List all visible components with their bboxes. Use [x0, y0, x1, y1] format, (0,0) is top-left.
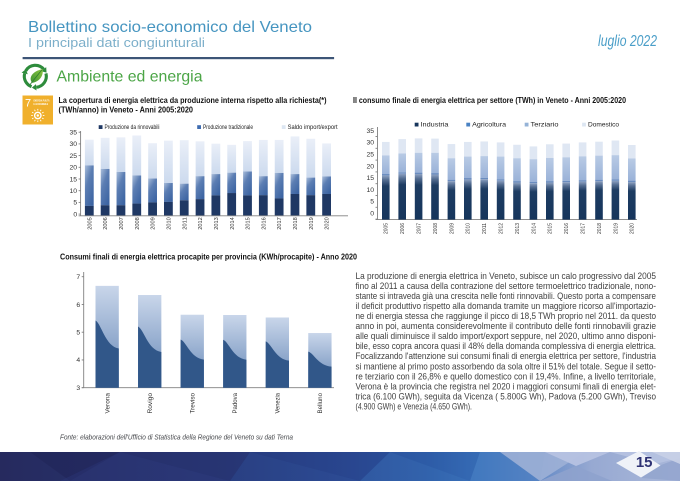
svg-text:25: 25 [70, 153, 78, 160]
svg-text:25: 25 [366, 152, 374, 159]
svg-text:6: 6 [76, 302, 80, 309]
svg-text:si mantiene al primo posto ass: si mantiene al primo posto assorbendo da… [356, 361, 657, 372]
svg-text:re terziario con il 26,8% e qu: re terziario con il 26,8% e quello domes… [356, 371, 657, 382]
svg-text:Produzione da rinnovabili: Produzione da rinnovabili [105, 124, 160, 131]
svg-text:2007: 2007 [417, 223, 423, 234]
svg-text:2020: 2020 [630, 223, 636, 234]
svg-text:Bollettino socio-economico del: Bollettino socio-economico del Veneto [28, 19, 312, 36]
svg-text:35: 35 [70, 130, 78, 137]
svg-text:2019: 2019 [309, 217, 315, 230]
svg-text:2008: 2008 [135, 217, 141, 230]
svg-text:Industria: Industria [421, 121, 450, 128]
svg-text:2005: 2005 [87, 217, 93, 230]
svg-text:2013: 2013 [515, 223, 521, 234]
svg-text:2009: 2009 [151, 217, 157, 230]
svg-text:10: 10 [70, 188, 78, 195]
svg-text:anno in poi, aumenta considere: anno in poi, aumenta considerevolmente i… [356, 321, 657, 332]
svg-text:alle quali diminuisce il saldo: alle quali diminuisce il saldo import/ex… [356, 331, 657, 342]
svg-text:2006: 2006 [400, 223, 406, 234]
svg-text:(4.900 GWh) e Venezia (4.650 G: (4.900 GWh) e Venezia (4.650 GWh). [356, 401, 473, 412]
svg-text:10: 10 [366, 187, 374, 194]
svg-text:Verona: Verona [104, 393, 111, 414]
svg-text:20: 20 [366, 163, 374, 170]
svg-text:stante si intraveda già una cr: stante si intraveda già una crescita nel… [356, 291, 657, 302]
svg-text:2018: 2018 [293, 217, 299, 230]
svg-text:2010: 2010 [466, 223, 472, 234]
svg-text:2019: 2019 [613, 223, 619, 234]
svg-text:2013: 2013 [214, 217, 220, 230]
svg-text:trica (6.100 GWh), seguita da: trica (6.100 GWh), seguita da Vicenza ( … [356, 391, 657, 402]
svg-text:2016: 2016 [564, 223, 570, 234]
svg-text:2014: 2014 [531, 223, 537, 234]
svg-text:Consumi finali di energia elet: Consumi finali di energia elettrica proc… [60, 253, 358, 262]
svg-text:Produzione tradizionale: Produzione tradizionale [203, 124, 253, 131]
svg-text:30: 30 [366, 140, 374, 147]
svg-text:I principali dati congiuntural: I principali dati congiunturali [28, 35, 205, 50]
svg-text:2014: 2014 [230, 217, 236, 230]
svg-text:2011: 2011 [482, 223, 488, 234]
svg-text:Verona è la provincia che regi: Verona è la provincia che registra nel 2… [356, 381, 657, 392]
svg-text:2008: 2008 [433, 223, 439, 234]
svg-text:ne di energia stessa che raggi: ne di energia stessa che raggiunge il pi… [356, 311, 657, 322]
svg-text:Saldo import/export: Saldo import/export [288, 124, 338, 131]
svg-text:5: 5 [76, 330, 80, 337]
svg-text:7: 7 [25, 98, 31, 110]
svg-text:5: 5 [370, 199, 374, 206]
svg-text:15: 15 [636, 454, 653, 471]
svg-text:ENERGIA PULITA: ENERGIA PULITA [34, 98, 51, 102]
svg-text:fino al 2011 a causa della con: fino al 2011 a causa della contrazione d… [356, 281, 657, 292]
svg-text:2017: 2017 [277, 217, 283, 230]
svg-text:La produzione di energia elett: La produzione di energia elettrica in Ve… [356, 271, 657, 282]
svg-text:2015: 2015 [246, 217, 252, 230]
svg-text:Domestico: Domestico [588, 121, 620, 128]
svg-text:E ACCESSIBILE: E ACCESSIBILE [34, 102, 49, 106]
svg-text:Fonte: elaborazioni dell'Uffic: Fonte: elaborazioni dell'Ufficio di Stat… [60, 435, 293, 442]
svg-text:2009: 2009 [449, 223, 455, 234]
svg-text:Terziario: Terziario [531, 121, 560, 128]
svg-text:Focalizzando l'attenzione sui: Focalizzando l'attenzione sui consumi fi… [356, 351, 657, 362]
svg-text:2020: 2020 [325, 217, 331, 230]
svg-text:il deficit produttivo rispetto: il deficit produttivo rispetto alla doma… [356, 301, 657, 312]
svg-text:2017: 2017 [581, 223, 587, 234]
svg-text:2018: 2018 [597, 223, 603, 234]
svg-text:bile, esso copra ancora quasi: bile, esso copra ancora quasi il 48% del… [356, 341, 657, 352]
svg-text:2006: 2006 [103, 217, 109, 230]
svg-text:2011: 2011 [182, 217, 188, 230]
svg-text:2007: 2007 [119, 217, 125, 230]
svg-text:(TWh/anno) in Veneto - Anni 20: (TWh/anno) in Veneto - Anni 2005:2020 [59, 106, 194, 115]
svg-text:2016: 2016 [261, 217, 267, 230]
svg-text:0: 0 [370, 211, 374, 218]
svg-text:7: 7 [76, 274, 80, 281]
svg-text:2010: 2010 [167, 217, 173, 230]
svg-text:Padova: Padova [232, 393, 239, 414]
svg-text:luglio 2022: luglio 2022 [598, 33, 657, 50]
svg-text:Ambiente ed energia: Ambiente ed energia [57, 68, 203, 85]
svg-text:2005: 2005 [384, 223, 390, 234]
svg-text:0: 0 [73, 211, 77, 218]
svg-text:15: 15 [366, 175, 374, 182]
svg-text:Belluno: Belluno [317, 393, 324, 414]
svg-text:Rovigo: Rovigo [147, 393, 154, 414]
svg-text:30: 30 [70, 141, 78, 148]
svg-text:Venezia: Venezia [275, 393, 282, 414]
svg-text:15: 15 [70, 176, 78, 183]
svg-text:5: 5 [73, 200, 77, 207]
svg-text:La copertura di energia elettr: La copertura di energia elettrica da pro… [59, 96, 327, 105]
svg-text:Treviso: Treviso [189, 393, 196, 414]
svg-text:35: 35 [366, 128, 374, 135]
svg-text:2012: 2012 [499, 223, 505, 234]
svg-text:Agricoltura: Agricoltura [472, 121, 507, 128]
svg-text:2012: 2012 [198, 217, 204, 230]
svg-text:3: 3 [76, 385, 80, 392]
svg-text:4: 4 [76, 357, 80, 364]
svg-text:2015: 2015 [548, 223, 554, 234]
svg-text:Il consumo finale di energia e: Il consumo finale di energia elettrica p… [353, 96, 627, 105]
svg-text:20: 20 [70, 165, 78, 172]
